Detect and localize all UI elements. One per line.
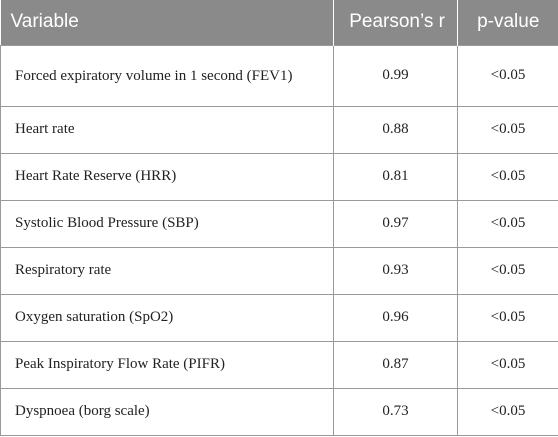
- cell-pearson-r: 0.81: [333, 152, 458, 201]
- cell-variable: Heart Rate Reserve (HRR): [0, 152, 334, 201]
- cell-p-value: <0.05: [457, 105, 558, 154]
- cell-variable: Respiratory rate: [0, 246, 334, 295]
- cell-pearson-r: 0.87: [333, 340, 458, 389]
- cell-variable: Heart rate: [0, 105, 334, 154]
- cell-p-value: <0.05: [457, 44, 558, 107]
- cell-p-value: <0.05: [457, 246, 558, 295]
- cell-p-value: <0.05: [457, 340, 558, 389]
- header-pearson-r: Pearson’s r: [333, 0, 458, 45]
- cell-variable: Oxygen saturation (SpO2): [0, 293, 334, 342]
- table-row: Forced expiratory volume in 1 second (FE…: [0, 44, 558, 107]
- table-row: Peak Inspiratory Flow Rate (PIFR) 0.87 <…: [0, 340, 558, 389]
- table-row: Oxygen saturation (SpO2) 0.96 <0.05: [0, 293, 558, 342]
- table-row: Heart rate 0.88 <0.05: [0, 105, 558, 154]
- cell-pearson-r: 0.88: [333, 105, 458, 154]
- cell-pearson-r: 0.93: [333, 246, 458, 295]
- cell-pearson-r: 0.97: [333, 199, 458, 248]
- table-body: Forced expiratory volume in 1 second (FE…: [0, 44, 558, 436]
- header-p-value: p-value: [477, 11, 540, 33]
- table-header: Variable Pearson’s r p-value: [0, 0, 558, 45]
- cell-variable: Systolic Blood Pressure (SBP): [0, 199, 334, 248]
- cell-pearson-r: 0.73: [333, 387, 458, 436]
- cell-p-value: <0.05: [457, 152, 558, 201]
- cell-p-value: <0.05: [457, 199, 558, 248]
- cell-variable: Forced expiratory volume in 1 second (FE…: [0, 44, 334, 107]
- cell-pearson-r: 0.99: [333, 44, 458, 107]
- cell-p-value: <0.05: [457, 293, 558, 342]
- cell-p-value: <0.05: [457, 387, 558, 436]
- table-row: Respiratory rate 0.93 <0.05: [0, 246, 558, 295]
- cell-variable: Dyspnoea (borg scale): [0, 387, 334, 436]
- table-row: Systolic Blood Pressure (SBP) 0.97 <0.05: [0, 199, 558, 248]
- header-row: Variable Pearson’s r p-value: [0, 0, 558, 45]
- header-variable: Variable: [0, 0, 334, 45]
- cell-pearson-r: 0.96: [333, 293, 458, 342]
- cell-variable: Peak Inspiratory Flow Rate (PIFR): [0, 340, 334, 389]
- table-row: Heart Rate Reserve (HRR) 0.81 <0.05: [0, 152, 558, 201]
- table-row: Dyspnoea (borg scale) 0.73 <0.05: [0, 387, 558, 436]
